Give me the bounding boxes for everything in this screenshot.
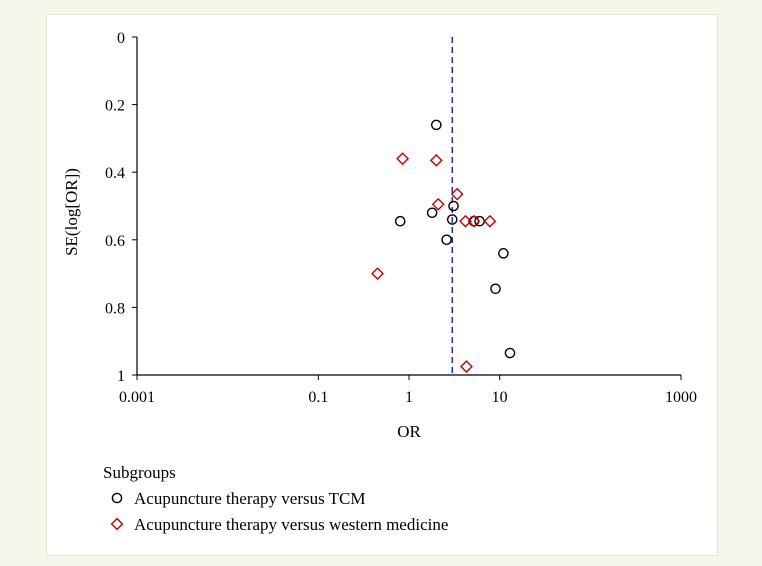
tcm-point-circle: [441, 234, 452, 246]
legend-items: Acupuncture therapy versus TCM Acupunctur…: [110, 489, 448, 534]
tick-layer: 0.001 0.1 1 10 1000 0 0.2 0.4 0.6 0.8 1: [105, 30, 697, 406]
legend-item-label: Acupuncture therapy versus TCM: [134, 489, 366, 508]
tcm-point-circle: [504, 347, 516, 359]
x-tick-label: 0.001: [119, 389, 155, 406]
x-tick-label: 1: [405, 389, 413, 406]
tcm-point-circle: [448, 200, 459, 212]
tcm-point-circle: [490, 283, 501, 295]
western-medicine-point-diamond: [459, 214, 472, 228]
legend-circle-icon: [111, 492, 123, 504]
tcm-point-circle: [498, 248, 509, 259]
western-medicine-point-diamond: [467, 214, 481, 228]
western-medicine-point-diamond: [450, 187, 464, 201]
axes: [136, 37, 681, 376]
y-tick-label: 0.8: [105, 300, 125, 317]
western-medicine-point-diamond: [483, 214, 497, 228]
y-tick-label: 1: [117, 368, 125, 385]
x-tick-label: 10: [492, 389, 508, 406]
y-axis-title: SE(log[OR]): [62, 168, 81, 256]
tcm-point-circle: [426, 207, 438, 219]
tcm-point-circle: [446, 214, 458, 225]
y-tick-label: 0.4: [105, 165, 125, 182]
data-points: [371, 119, 516, 373]
x-tick-label: 0.1: [308, 389, 328, 406]
x-axis-title: OR: [397, 422, 421, 441]
funnel-plot: 0.001 0.1 1 10 1000 0 0.2 0.4 0.6 0.8 1 OR SE(log[…: [62, 30, 697, 534]
chart-panel: 0.001 0.1 1 10 1000 0 0.2 0.4 0.6 0.8 1 OR SE(log[…: [46, 14, 718, 556]
legend-item-label: Acupuncture therapy versus western medic…: [134, 515, 448, 534]
tcm-point-circle: [430, 119, 442, 131]
western-medicine-point-diamond: [460, 360, 473, 373]
legend-title: Subgroups: [103, 463, 176, 482]
legend: Subgroups Acupuncture therapy versus TCM…: [103, 463, 448, 534]
legend-diamond-icon: [110, 517, 124, 531]
y-tick-label: 0.2: [105, 98, 125, 115]
western-medicine-point-diamond: [371, 267, 384, 280]
x-tick-label: 1000: [665, 389, 697, 406]
y-tick-label: 0: [117, 30, 125, 47]
western-medicine-point-diamond: [429, 153, 443, 167]
tcm-point-circle: [394, 215, 406, 227]
western-medicine-point-diamond: [396, 152, 409, 166]
y-tick-label: 0.6: [105, 233, 125, 250]
western-medicine-point-diamond: [431, 197, 445, 211]
